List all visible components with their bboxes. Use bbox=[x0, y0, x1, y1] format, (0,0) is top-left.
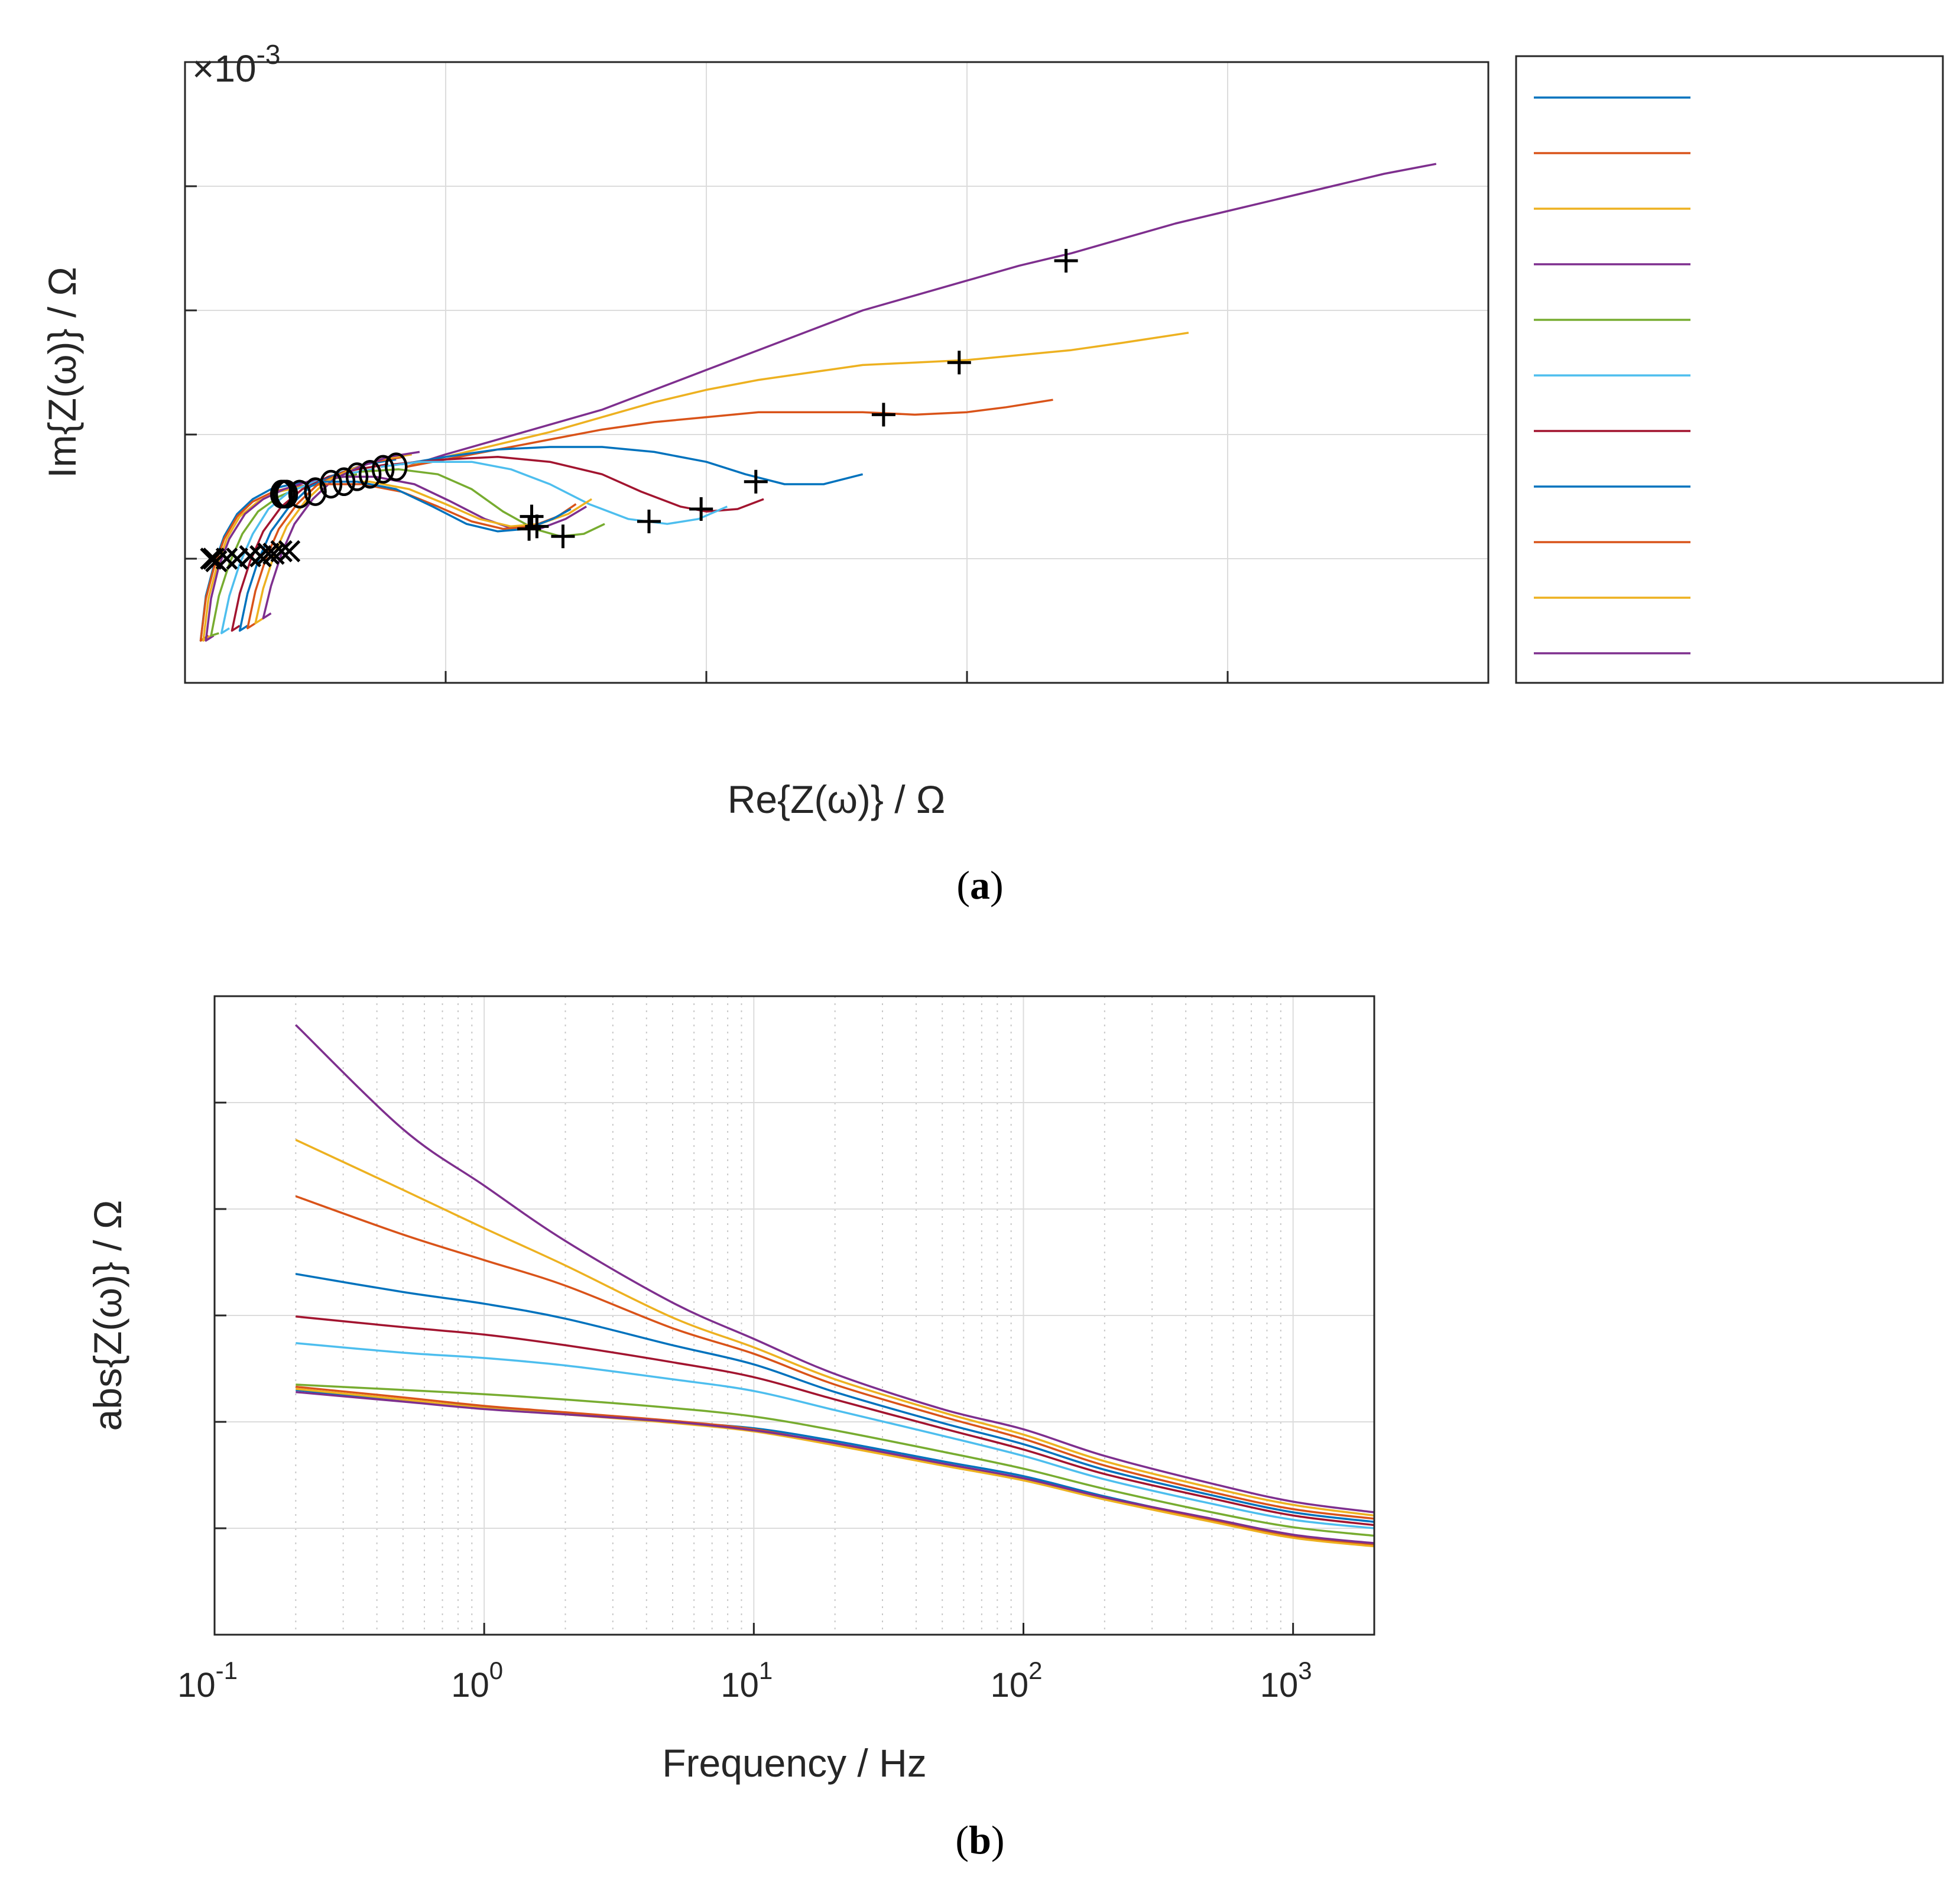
panel-b-caption: (b) bbox=[955, 1817, 1004, 1862]
panel-a-plus-marker bbox=[551, 524, 575, 549]
panel-b-series-line bbox=[296, 1383, 1375, 1537]
panel-a-x-marker bbox=[257, 542, 280, 565]
panel-a-o-marker bbox=[288, 479, 311, 509]
panel-b-x-tick-exponent: 2 bbox=[1028, 1657, 1042, 1684]
panel-a-branch-line bbox=[393, 456, 764, 513]
panel-a-x-marker bbox=[226, 547, 248, 570]
panel-b-x-tick-base: 10 bbox=[451, 1666, 489, 1704]
panel-a-plus-marker bbox=[947, 351, 971, 375]
panel-a-branch-line bbox=[406, 332, 1189, 468]
panel-a-o-marker bbox=[371, 455, 395, 484]
panel-a-branch-line bbox=[359, 468, 605, 537]
panel-a-branch-line bbox=[401, 446, 864, 485]
panel-a-y-exponent: ×10-3 bbox=[192, 39, 280, 90]
panel-a-o-marker bbox=[275, 479, 298, 509]
panel-b-series-line bbox=[295, 1139, 1375, 1517]
panel-b-grid bbox=[215, 996, 1375, 1635]
panel-a-y-axis-label: Im{Z(ω)} / Ω bbox=[40, 267, 84, 478]
panel-b-x-tick-label: 10-1 bbox=[177, 1657, 238, 1704]
panel-b-x-tick-base: 10 bbox=[1260, 1666, 1299, 1704]
panel-a-o-marker bbox=[304, 477, 327, 506]
panel-b-x-tick-exponent: 0 bbox=[489, 1657, 503, 1684]
panel-b-x-tick-base: 10 bbox=[177, 1666, 216, 1704]
panel-b-series-line bbox=[295, 1195, 1375, 1520]
panel-a-o-marker bbox=[358, 459, 382, 489]
panel-b-series-line bbox=[296, 1391, 1375, 1544]
panel-a-x-marker bbox=[278, 540, 301, 563]
panel-b-y-axis-label: abs{Z(ω)} / Ω bbox=[86, 1200, 129, 1431]
panel-a-branch-line bbox=[331, 481, 592, 528]
panel-a-o-marker bbox=[345, 462, 369, 491]
panel-a-lines bbox=[199, 163, 1437, 642]
panel-b-x-tick-label: 101 bbox=[721, 1657, 773, 1704]
panel-a-caption: (a) bbox=[956, 863, 1003, 908]
panel-b-series-line bbox=[295, 1024, 1375, 1513]
panel-a-x-marker bbox=[200, 547, 222, 570]
panel-b-ticks: 10-1 100 101 102 103 bbox=[177, 995, 1312, 1704]
panel-b-series-line bbox=[296, 1388, 1375, 1548]
panel-a-grid bbox=[185, 62, 1488, 683]
panel-b-x-tick-label: 103 bbox=[1260, 1657, 1312, 1704]
panel-a-series-line bbox=[205, 478, 334, 642]
panel-a-ticks bbox=[184, 61, 1490, 684]
panel-b-lines bbox=[295, 1024, 1375, 1548]
panel-a-nyquist: ×10-3 Re{Z(ω)} / Ω Im{Z(ω)} / Ω (a) bbox=[40, 39, 1944, 908]
panel-a-plot-area bbox=[185, 62, 1488, 683]
panel-a-plus-marker bbox=[520, 504, 544, 529]
panel-b-x-tick-base: 10 bbox=[721, 1666, 759, 1704]
panel-b-x-tick-label: 100 bbox=[451, 1657, 503, 1704]
panel-a-markers bbox=[200, 249, 1078, 572]
panel-a-branch-line bbox=[317, 481, 572, 533]
panel-a-branch-line bbox=[406, 398, 1053, 468]
panel-a-branch-line bbox=[380, 461, 728, 525]
panel-b-series-line bbox=[296, 1273, 1375, 1523]
panel-a-x-marker bbox=[249, 545, 272, 568]
panel-b-series-line bbox=[296, 1315, 1375, 1527]
panel-a-x-marker bbox=[270, 540, 293, 563]
panel-a-branch-line bbox=[406, 163, 1437, 468]
panel-a-x-axis-label: Re{Z(ω)} / Ω bbox=[728, 777, 946, 821]
panel-a-plus-marker bbox=[744, 469, 768, 494]
panel-b-series-line bbox=[296, 1385, 1375, 1547]
panel-b-x-axis-label: Frequency / Hz bbox=[662, 1741, 927, 1785]
panel-a-x-marker bbox=[215, 547, 238, 570]
panel-a-plus-marker bbox=[525, 514, 549, 539]
panel-a-plus-marker bbox=[689, 497, 713, 521]
panel-a-plus-marker bbox=[637, 510, 661, 533]
panel-b-x-tick-exponent: 3 bbox=[1298, 1657, 1312, 1684]
panel-b-x-tick-exponent: 1 bbox=[759, 1657, 773, 1684]
panel-b-bode: 10-1 100 101 102 103 Frequency / Hz abs{Z(ω)… bbox=[86, 995, 1375, 1862]
panel-a-o-marker bbox=[332, 467, 356, 497]
panel-b-x-tick-exponent: -1 bbox=[216, 1657, 238, 1684]
panel-a-plus-marker bbox=[1054, 249, 1078, 273]
legend-items bbox=[1534, 96, 1690, 654]
legend-box bbox=[1515, 55, 1944, 684]
panel-b-x-tick-base: 10 bbox=[991, 1666, 1029, 1704]
legend bbox=[1515, 55, 1944, 684]
panel-a-o-marker bbox=[384, 452, 408, 481]
panel-a-x-marker bbox=[239, 545, 262, 568]
panel-a-o-marker bbox=[319, 469, 343, 499]
panel-b-x-tick-label: 102 bbox=[991, 1657, 1043, 1704]
panel-b-series-line bbox=[296, 1342, 1375, 1529]
panel-a-plus-marker bbox=[871, 403, 895, 427]
panel-a-axes-box bbox=[184, 61, 1490, 684]
